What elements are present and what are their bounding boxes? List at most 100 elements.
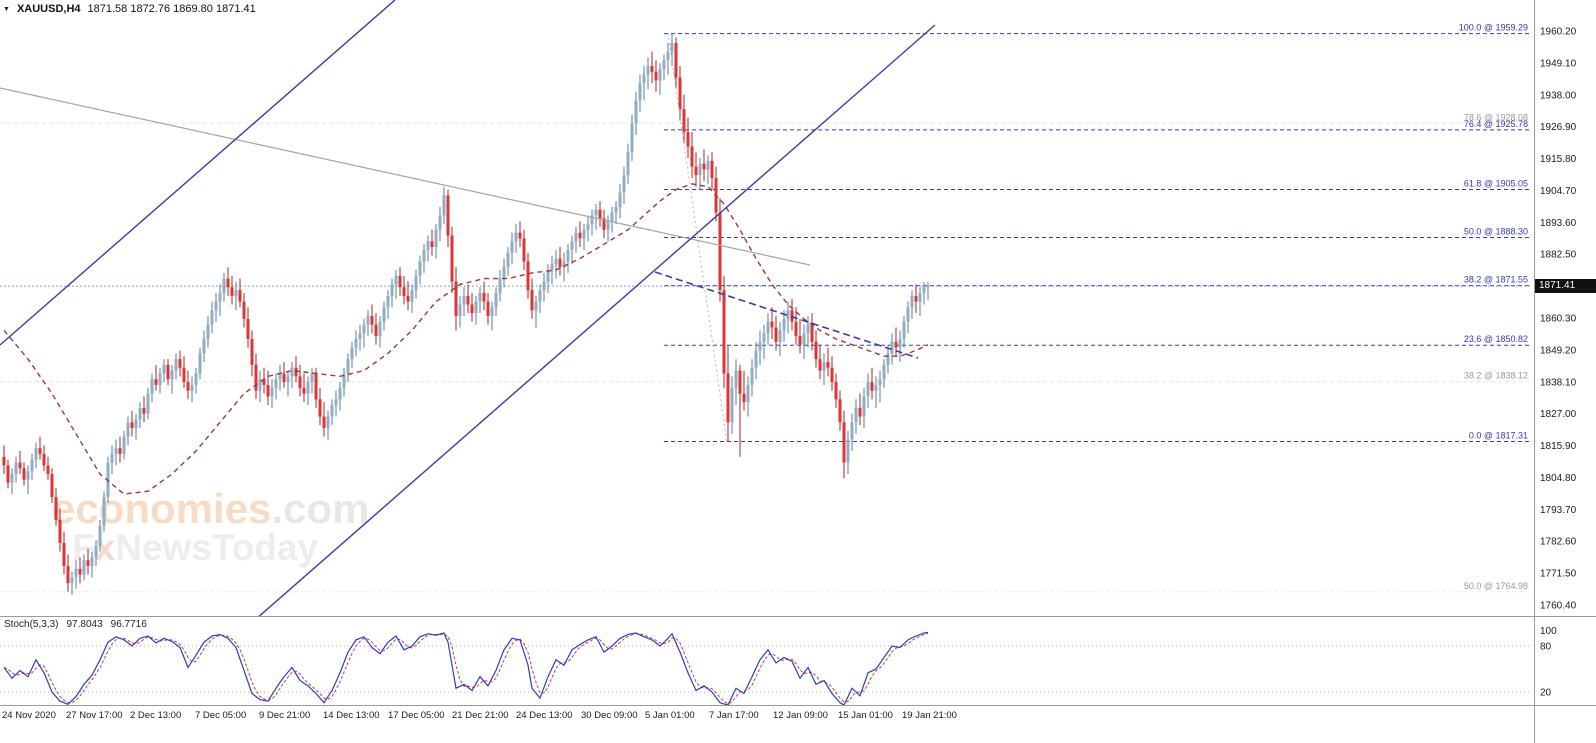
ohlc-readout: 1871.58 1872.76 1869.80 1871.41 xyxy=(87,3,256,15)
stoch-axis-label: 80 xyxy=(1540,642,1552,653)
candle xyxy=(198,347,202,380)
watermark-sub-line: FxNewsToday xyxy=(72,527,318,568)
candle xyxy=(518,221,522,248)
candle xyxy=(686,117,690,158)
candle xyxy=(746,376,750,417)
stoch-axis: 100 80 20 xyxy=(1540,626,1557,698)
candle xyxy=(638,74,642,113)
gray-resistance-trendline[interactable] xyxy=(0,87,811,266)
candle xyxy=(726,344,730,442)
fib-anchor-diagonal[interactable] xyxy=(667,32,728,444)
candle xyxy=(46,456,50,480)
ascending-channel-lower[interactable] xyxy=(160,24,936,703)
candle xyxy=(310,367,314,394)
time-axis[interactable]: 24 Nov 2020 27 Nov 17:00 2 Dec 13:00 7 Dec … xyxy=(2,710,957,721)
candle xyxy=(770,307,774,339)
candle xyxy=(810,313,814,351)
candle xyxy=(374,313,378,345)
candle xyxy=(150,373,154,403)
price-axis-label: 1827.00 xyxy=(1540,409,1577,420)
candle xyxy=(478,287,482,314)
candle xyxy=(482,281,486,311)
fib-level-label: 23.6 @ 1850.82 xyxy=(1464,334,1528,344)
candle xyxy=(830,356,834,391)
candle xyxy=(82,554,86,581)
candle xyxy=(802,324,806,360)
candle xyxy=(602,209,606,239)
candle xyxy=(634,91,638,135)
gray-fib-label: 78.6 @ 1928.08 xyxy=(1464,112,1528,122)
candle xyxy=(514,224,518,253)
candle xyxy=(650,51,654,84)
candle xyxy=(882,359,886,388)
candle xyxy=(662,54,666,81)
candle xyxy=(286,370,290,397)
candle xyxy=(510,232,514,265)
candle xyxy=(438,206,442,242)
candle xyxy=(618,183,622,219)
candle xyxy=(858,393,862,426)
price-axis[interactable]: 1960.20 1949.10 1938.00 1926.90 1915.80 1904.… xyxy=(1540,27,1577,612)
descending-dashed-trendline[interactable] xyxy=(654,271,919,359)
candle xyxy=(558,247,562,276)
candle xyxy=(914,284,918,314)
candle xyxy=(778,321,782,357)
candle xyxy=(322,402,326,437)
candle xyxy=(878,370,882,403)
candle xyxy=(462,287,466,316)
candle xyxy=(298,364,302,397)
price-axis-label: 1926.90 xyxy=(1540,122,1577,133)
candle xyxy=(730,376,734,434)
price-axis-label: 1893.60 xyxy=(1540,218,1577,229)
candle xyxy=(38,436,42,460)
candle xyxy=(574,226,578,253)
time-axis-label: 5 Jan 01:00 xyxy=(645,710,695,721)
candle xyxy=(806,315,810,348)
candle xyxy=(754,341,758,380)
candle xyxy=(266,370,270,406)
price-axis-label: 1915.80 xyxy=(1540,154,1577,165)
current-price-badge: 1871.41 xyxy=(1535,279,1596,294)
candle xyxy=(170,364,174,394)
candle xyxy=(218,284,222,316)
candle xyxy=(394,270,398,299)
candle xyxy=(682,94,686,144)
price-axis-label: 1771.50 xyxy=(1540,569,1577,580)
ascending-channel-upper[interactable] xyxy=(0,0,396,346)
fib-level-label: 76.4 @ 1925.78 xyxy=(1464,119,1528,129)
candle xyxy=(566,244,570,273)
candle xyxy=(606,215,610,242)
candle xyxy=(370,304,374,334)
candle xyxy=(434,224,438,259)
candle xyxy=(210,301,214,334)
candle xyxy=(142,396,146,423)
candle xyxy=(418,255,422,285)
candle xyxy=(698,157,702,190)
candle xyxy=(474,295,478,325)
candle xyxy=(702,149,706,181)
candle xyxy=(850,413,854,452)
candle xyxy=(486,293,490,325)
candle xyxy=(678,66,682,121)
candle xyxy=(378,315,382,348)
candle xyxy=(302,373,306,403)
candle xyxy=(202,330,206,362)
candle xyxy=(874,376,878,408)
candle xyxy=(646,57,650,90)
dropdown-arrow-icon[interactable]: ▼ xyxy=(3,5,10,13)
candle xyxy=(762,324,766,360)
candle xyxy=(674,37,678,90)
candle xyxy=(466,284,470,314)
candle xyxy=(490,301,494,331)
candle xyxy=(350,341,354,368)
candle xyxy=(178,350,182,377)
candle xyxy=(258,370,262,403)
fib-level-label: 61.8 @ 1905.05 xyxy=(1464,178,1528,188)
candle xyxy=(14,456,18,483)
candle xyxy=(314,367,318,408)
candle xyxy=(58,508,62,552)
candle xyxy=(54,488,58,526)
candle xyxy=(782,310,786,342)
candle xyxy=(766,313,770,345)
